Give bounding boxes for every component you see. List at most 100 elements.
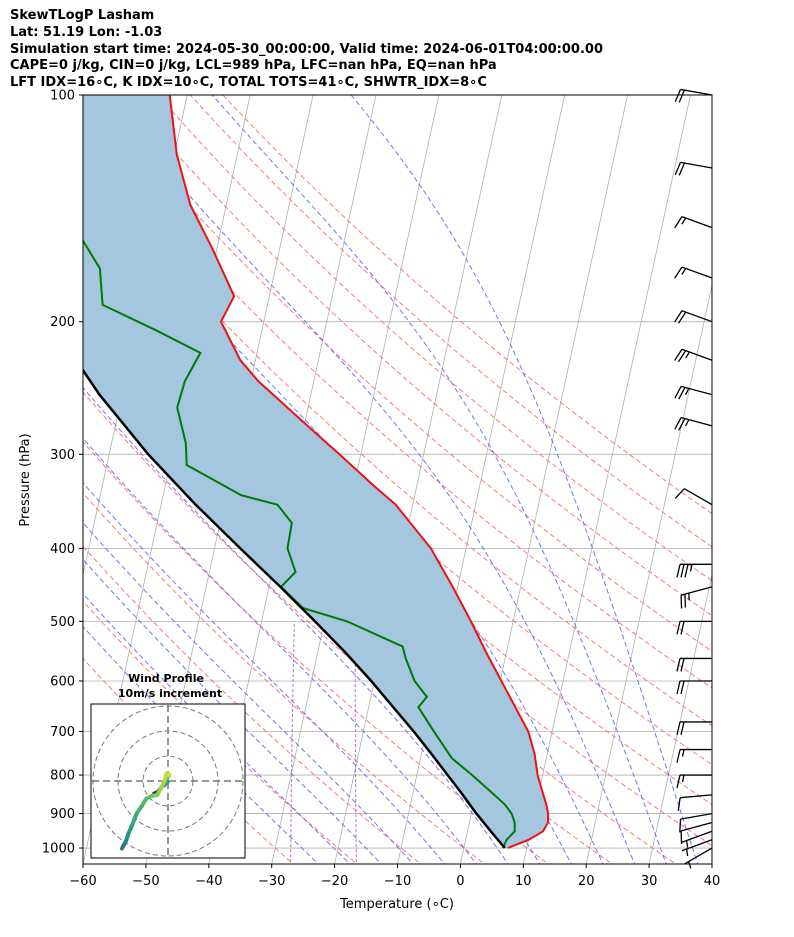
wind-barb-staff (681, 830, 713, 843)
wind-barb-staff (680, 794, 713, 799)
wind-barb-flag (674, 488, 685, 499)
moist-adiabat-line (83, 522, 414, 864)
wind-barb-flag (680, 658, 685, 672)
x-tick-label: 40 (704, 874, 721, 889)
wind-barb (679, 812, 713, 833)
wind-barb-half-flag (685, 840, 689, 848)
wind-barb-staff (683, 847, 713, 865)
wind-barb-flag (676, 658, 681, 672)
x-tick-label: −30 (258, 874, 285, 889)
moist-adiabat-line (83, 593, 351, 864)
dry-adiabat-line (83, 122, 712, 689)
wind-barb (676, 680, 712, 695)
wind-barb (676, 563, 712, 578)
x-tick-label: 20 (578, 874, 595, 889)
wind-barb (681, 839, 713, 857)
y-tick-label: 900 (50, 807, 75, 822)
isotherm-line (711, 862, 712, 864)
x-tick-label: 10 (515, 874, 532, 889)
isotherm-line (648, 572, 712, 864)
moist-adiabat-line (350, 95, 699, 864)
hodograph-segment (129, 811, 139, 828)
wind-barb-flag (674, 266, 683, 279)
indices-line: CAPE=0 j/kg, CIN=0 j/kg, LCL=989 hPa, LF… (10, 58, 497, 74)
wind-barb-staff (681, 266, 713, 279)
wind-barb (681, 830, 713, 848)
wind-barb-flag (674, 162, 682, 175)
hodograph-segment (155, 781, 166, 797)
wind-barb-staff (683, 488, 713, 506)
wind-barb-half-flag (681, 749, 685, 757)
x-axis-label: Temperature (∘C) (339, 897, 454, 912)
wind-barb (676, 657, 712, 672)
y-tick-label: 600 (50, 674, 75, 689)
x-tick-label: −20 (321, 874, 348, 889)
wind-barb (674, 416, 713, 431)
wind-barb-half-flag (684, 388, 690, 396)
wind-barb-flag (679, 819, 682, 833)
wind-barb (676, 620, 712, 635)
wind-barb-flag (676, 774, 681, 789)
wind-barb (674, 88, 713, 103)
mixing-ratio-line (290, 621, 295, 864)
parcel-shading (83, 95, 549, 848)
moist-adiabat-line (83, 625, 319, 864)
y-tick-label: 700 (50, 725, 75, 740)
wind-barb-flag (674, 89, 682, 102)
stability-line: LFT IDX=16∘C, K IDX=10∘C, TOTAL TOTS=41∘… (10, 75, 487, 91)
isotherm-line (585, 283, 712, 864)
wind-barb-half-flag (681, 268, 687, 275)
wind-barb-staff (681, 310, 713, 323)
dry-adiabat-line (189, 95, 712, 548)
parcel-line (83, 368, 506, 849)
location-line: Lat: 51.19 Lon: -1.03 (10, 24, 163, 40)
wind-barb-staff (680, 416, 713, 427)
wind-barb-staff (681, 839, 713, 852)
wind-barb (674, 216, 713, 229)
wind-barb (674, 310, 713, 324)
wind-barb-flag (678, 418, 686, 431)
wind-barb (674, 266, 713, 279)
wind-barb-flag (674, 216, 683, 229)
wind-barb-flag (680, 564, 685, 578)
wind-barb-staff (680, 385, 713, 396)
wind-barb (674, 161, 713, 176)
x-tick-label: −10 (384, 874, 411, 889)
wind-barb-staff (680, 161, 713, 169)
wind-barb (677, 794, 713, 811)
wind-barb (674, 348, 713, 363)
isotherm-line (0, 78, 2, 867)
moist-adiabat-line (83, 558, 382, 864)
wind-barb-half-flag (685, 351, 690, 359)
y-tick-label: 200 (50, 315, 75, 330)
wind-barb-flag (680, 621, 685, 635)
wind-barb-flag (674, 386, 682, 399)
wind-barb-half-flag (687, 861, 692, 869)
dry-adiabat-line (83, 164, 712, 727)
wind-barb-flag (674, 310, 683, 323)
wind-barb-flag (676, 749, 681, 763)
moist-adiabat-line (83, 437, 477, 864)
x-tick-label: −60 (69, 874, 96, 889)
y-tick-label: 500 (50, 615, 75, 630)
wind-barb-flag (680, 680, 685, 695)
wind-barb-flag (677, 350, 687, 363)
wind-barb-staff (680, 88, 713, 96)
hodograph-subtitle: 10m/s increment (118, 687, 222, 700)
y-tick-label: 300 (50, 448, 75, 463)
wind-barb (674, 385, 713, 400)
moist-adiabat-line (211, 95, 667, 864)
y-tick-label: 100 (50, 89, 75, 104)
chart-title: SkewTLogP Lasham (10, 8, 155, 23)
dewpoint-line (83, 238, 516, 849)
hodograph-title: Wind Profile (128, 672, 204, 685)
wind-barb-flag (680, 721, 685, 736)
wind-barb-staff (681, 216, 713, 229)
time-line: Simulation start time: 2024-05-30_00:00:… (10, 41, 603, 57)
hodograph-segment (120, 844, 126, 851)
x-tick-label: −50 (132, 874, 159, 889)
wind-barb-half-flag (685, 848, 689, 857)
moist-adiabat-line (83, 172, 604, 864)
dry-adiabat-line (83, 657, 294, 864)
